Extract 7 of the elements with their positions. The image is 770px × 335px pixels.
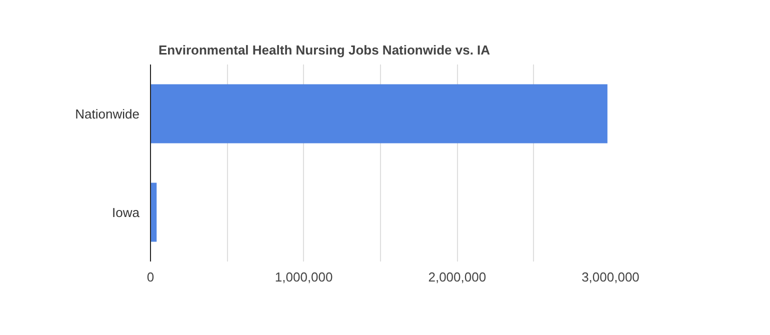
y-tick-label: Nationwide bbox=[75, 106, 140, 122]
x-tick-label: 3,000,000 bbox=[582, 270, 640, 284]
x-tick-label: 2,000,000 bbox=[428, 270, 486, 284]
x-tick-label: 1,000,000 bbox=[274, 270, 333, 284]
x-tick-label: 0 bbox=[146, 270, 154, 284]
chart-title: Environmental Health Nursing Jobs Nationwide vs. IA bbox=[158, 42, 491, 58]
y-tick-label: Iowa bbox=[112, 204, 140, 220]
